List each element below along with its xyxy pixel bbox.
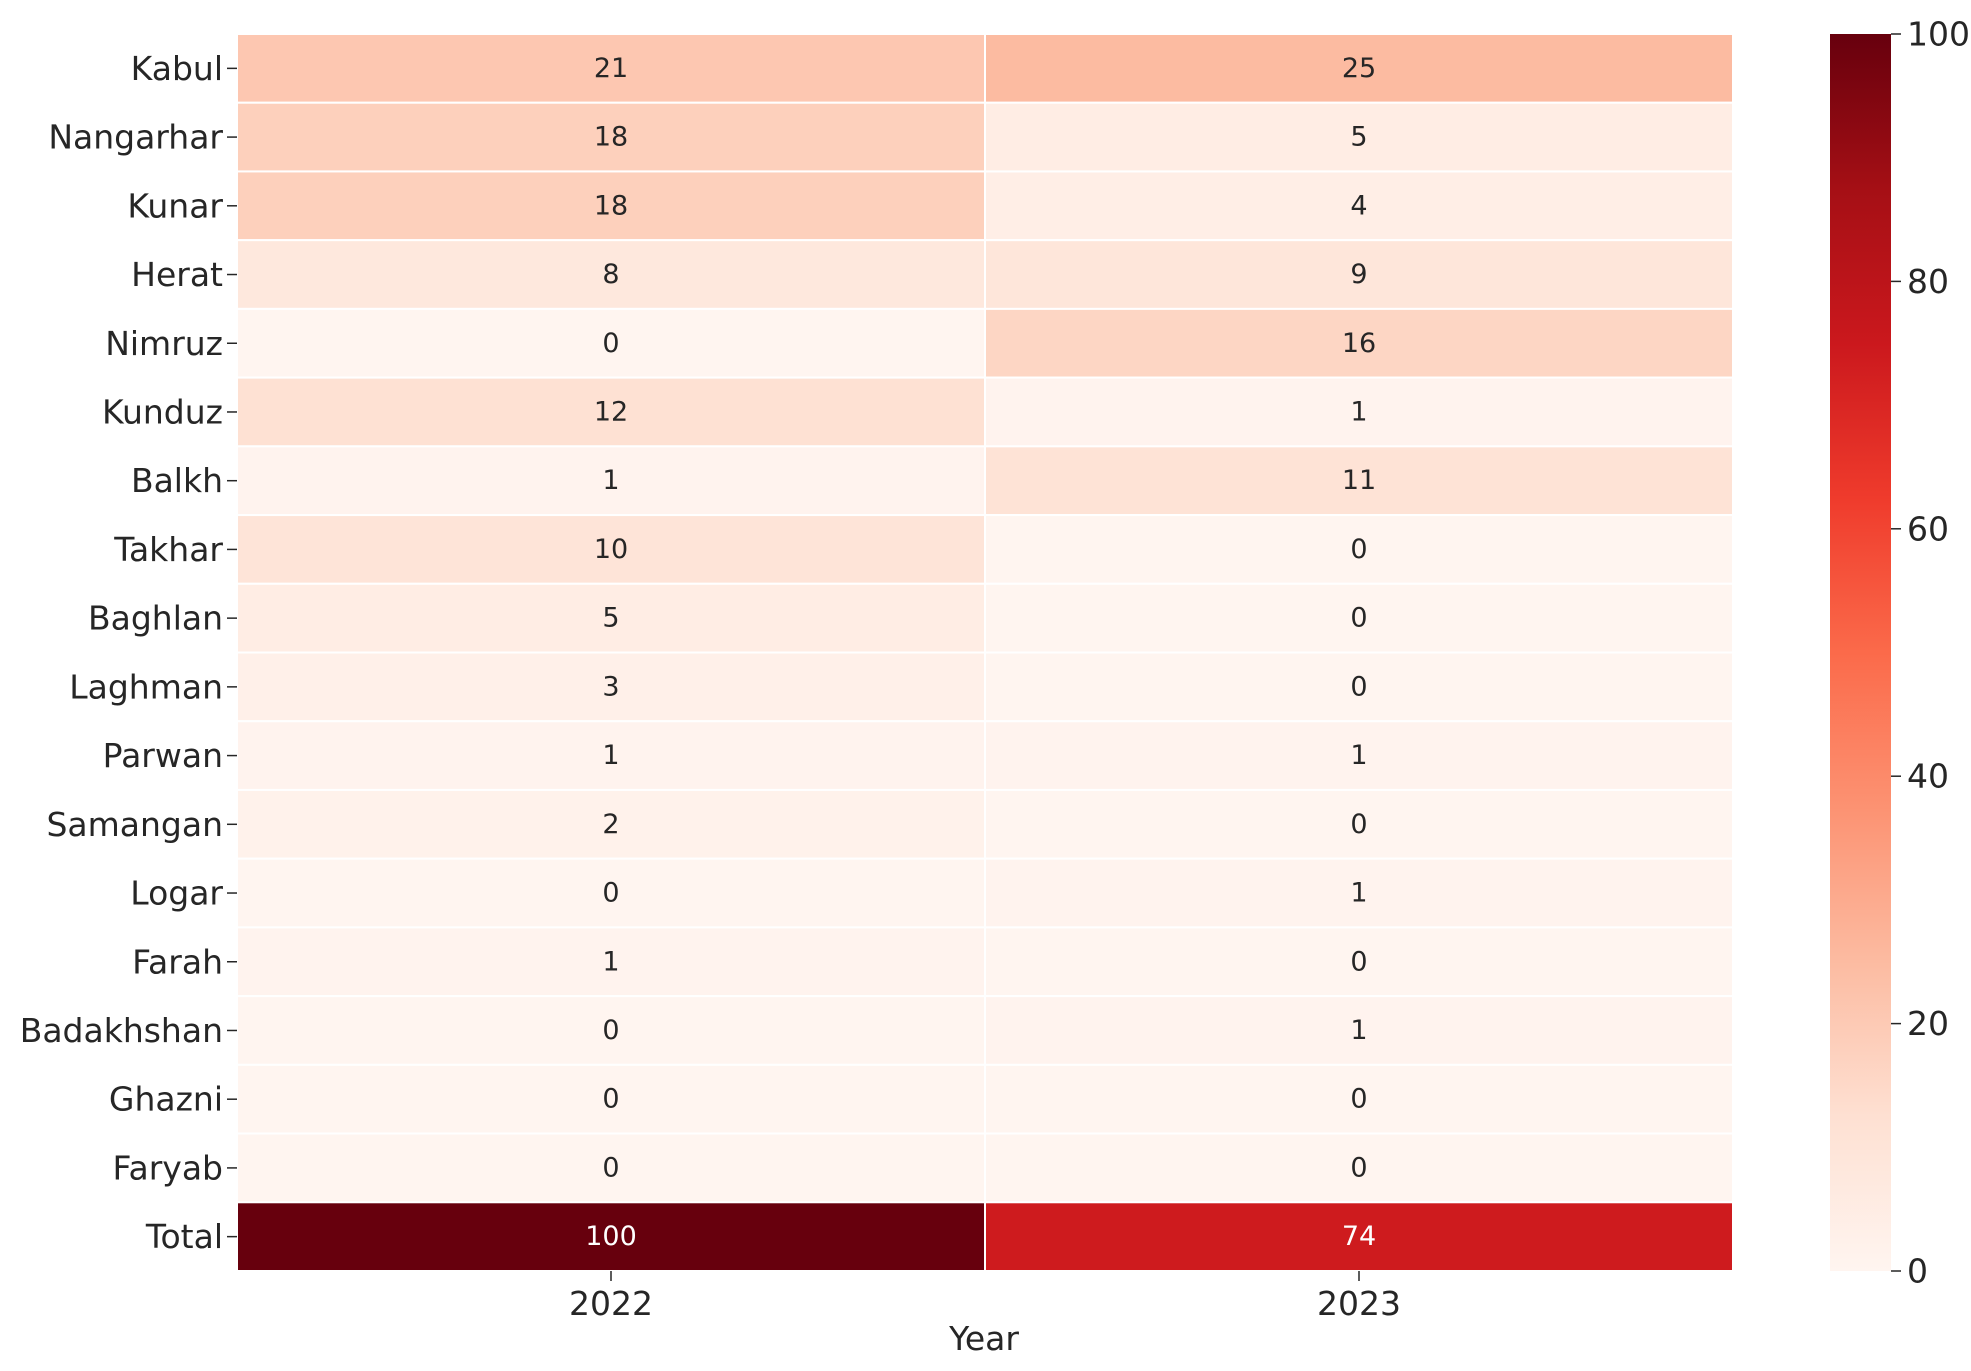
row-label: Laghman (69, 667, 223, 706)
colorbar: 0 20 40 60 80 100 (1830, 15, 1970, 1291)
cell-value-label: 0 (1350, 603, 1367, 634)
row-label: Badakhshan (20, 1011, 223, 1050)
cell-value-label: 1 (1350, 740, 1367, 771)
x-axis-title: Year (948, 1319, 1019, 1358)
heatmap-cell (984, 857, 1734, 929)
row-label: Samangan (46, 805, 223, 844)
row-label: Nimruz (105, 324, 223, 363)
colorbar-tick-label: 40 (1907, 757, 1949, 796)
heatmap-cell (984, 239, 1734, 310)
heatmap-cell (984, 651, 1734, 723)
cell-value-label: 4 (1350, 190, 1367, 221)
colorbar-tick-label: 60 (1907, 509, 1949, 548)
heatmap-cell (984, 445, 1734, 517)
heatmap-cell (984, 307, 1734, 379)
heatmap-cell (236, 33, 986, 104)
row-label: Faryab (113, 1148, 223, 1187)
heatmap-cell (984, 926, 1734, 998)
heatmap-cell (984, 514, 1734, 585)
cell-value-label: 0 (602, 1152, 619, 1183)
cell-value-label: 21 (594, 53, 628, 84)
cell-value-label: 18 (594, 122, 628, 153)
heatmap-cell (984, 170, 1734, 242)
cell-value-label: 1 (602, 465, 619, 496)
heatmap-cell (984, 720, 1734, 791)
cell-value-label: 3 (602, 671, 619, 702)
cell-value-label: 0 (1350, 534, 1367, 565)
row-label: Baghlan (88, 599, 223, 638)
cell-value-label: 0 (1350, 946, 1367, 977)
cell-value-label: 25 (1342, 53, 1376, 84)
row-label: Kunar (127, 186, 223, 225)
heatmap-cell (236, 995, 986, 1066)
cell-value-label: 1 (602, 946, 619, 977)
heatmap-cell (984, 582, 1734, 654)
cell-value-label: 8 (602, 259, 619, 290)
column-labels: 2022 2023 (569, 1271, 1401, 1323)
heatmap-cell (236, 101, 986, 173)
colorbar-tick-label: 80 (1907, 262, 1949, 301)
row-label: Kunduz (102, 392, 223, 431)
cell-value-label: 2 (602, 809, 619, 840)
cell-value-label: 11 (1342, 465, 1376, 496)
cell-value-label: 1 (602, 740, 619, 771)
row-label: Farah (132, 942, 223, 981)
cell-value-label: 0 (602, 328, 619, 359)
heatmap-cell (984, 33, 1734, 104)
heatmap-cell (236, 651, 986, 723)
heatmap-cell (236, 720, 986, 791)
cell-value-label: 0 (602, 1084, 619, 1115)
heatmap-cell (984, 376, 1734, 448)
row-label: Parwan (103, 736, 223, 775)
cell-value-label: 1 (1350, 878, 1367, 909)
row-label: Ghazni (109, 1080, 223, 1119)
heatmap-cell (984, 788, 1734, 860)
heatmap-cell (236, 1063, 986, 1135)
cell-value-label: 0 (1350, 809, 1367, 840)
colorbar-tick-label: 0 (1907, 1252, 1928, 1291)
row-label: Nangarhar (48, 118, 223, 157)
row-label: Kabul (131, 49, 223, 88)
cell-value-label: 0 (602, 1015, 619, 1046)
row-label: Total (145, 1217, 223, 1256)
cell-value-label: 0 (602, 878, 619, 909)
cell-value-label: 16 (1342, 328, 1376, 359)
cell-value-label: 18 (594, 190, 628, 221)
cell-value-label: 0 (1350, 671, 1367, 702)
cell-value-label: 1 (1350, 1015, 1367, 1046)
row-label: Takhar (113, 530, 223, 569)
cell-value-label: 1 (1350, 396, 1367, 427)
row-label: Herat (131, 255, 223, 294)
cell-value-label: 10 (594, 534, 628, 565)
cell-value-label: 0 (1350, 1152, 1367, 1183)
colorbar-gradient (1830, 34, 1891, 1271)
row-label: Logar (130, 874, 223, 913)
cell-value-label: 9 (1350, 259, 1367, 290)
colorbar-tick-label: 100 (1907, 15, 1970, 54)
colorbar-tick-label: 20 (1907, 1004, 1949, 1043)
heatmap-cell (984, 995, 1734, 1066)
heatmap-cell (236, 857, 986, 929)
heatmap-cell (984, 101, 1734, 173)
row-labels: Kabul Nangarhar Kunar Herat Nimruz Kunduz Balk… (20, 49, 237, 1256)
heatmap-cell (984, 1201, 1734, 1273)
cell-value-label: 5 (1350, 122, 1367, 153)
row-label: Balkh (131, 461, 223, 500)
cell-value-label: 0 (1350, 1084, 1367, 1115)
column-label: 2022 (569, 1284, 653, 1323)
cell-value-label: 74 (1342, 1221, 1376, 1252)
heatmap-cell (236, 788, 986, 860)
column-label: 2023 (1317, 1284, 1401, 1323)
heatmap-cell (236, 926, 986, 998)
cell-value-label: 12 (594, 396, 628, 427)
cell-value-label: 100 (585, 1221, 637, 1252)
cell-value-label: 5 (602, 603, 619, 634)
